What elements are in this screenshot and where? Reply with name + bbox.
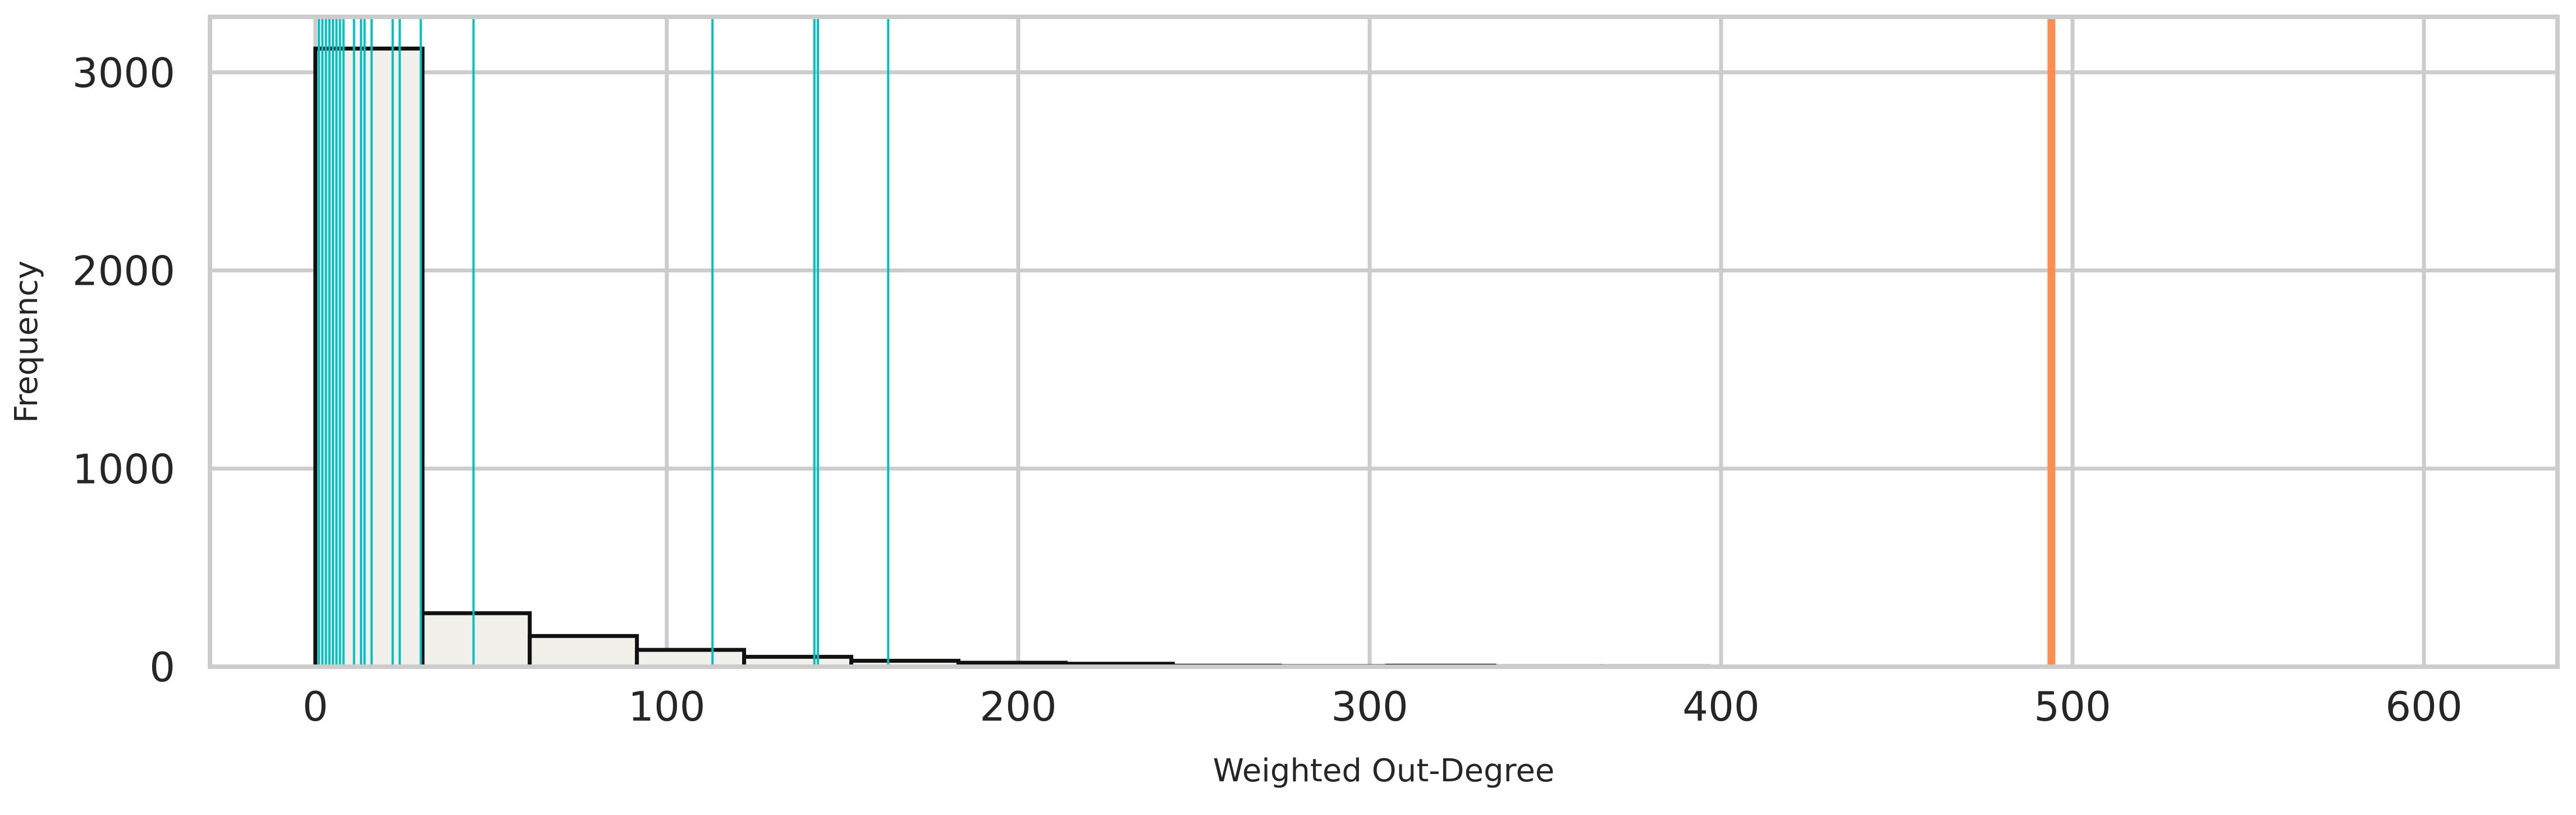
axes-frame xyxy=(208,15,2560,669)
y-axis-label: Frequency xyxy=(8,261,45,423)
x-tick-labels: 0 100 200 300 400 500 600 xyxy=(303,683,2463,730)
histogram-bar xyxy=(420,611,532,669)
x-tick-label: 600 xyxy=(2385,683,2462,730)
y-tick-label: 0 xyxy=(149,644,175,691)
x-axis-label: Weighted Out-Degree xyxy=(1213,753,1554,789)
histogram-bar xyxy=(313,46,425,669)
x-tick-label: 400 xyxy=(1682,683,1759,730)
highlight-lines xyxy=(318,17,890,667)
y-tick-label: 3000 xyxy=(72,49,175,97)
x-tick-label: 200 xyxy=(980,683,1056,730)
y-tick-labels: 0 1000 2000 3000 xyxy=(72,49,175,691)
x-tick-label: 0 xyxy=(303,683,328,730)
histogram-bar xyxy=(528,634,639,669)
x-tick-label: 100 xyxy=(628,683,705,730)
x-tick-label: 500 xyxy=(2034,683,2111,730)
y-tick-label: 1000 xyxy=(72,445,175,493)
histogram-bar xyxy=(635,648,747,669)
x-tick-label: 300 xyxy=(1331,683,1408,730)
y-tick-label: 2000 xyxy=(72,248,175,295)
